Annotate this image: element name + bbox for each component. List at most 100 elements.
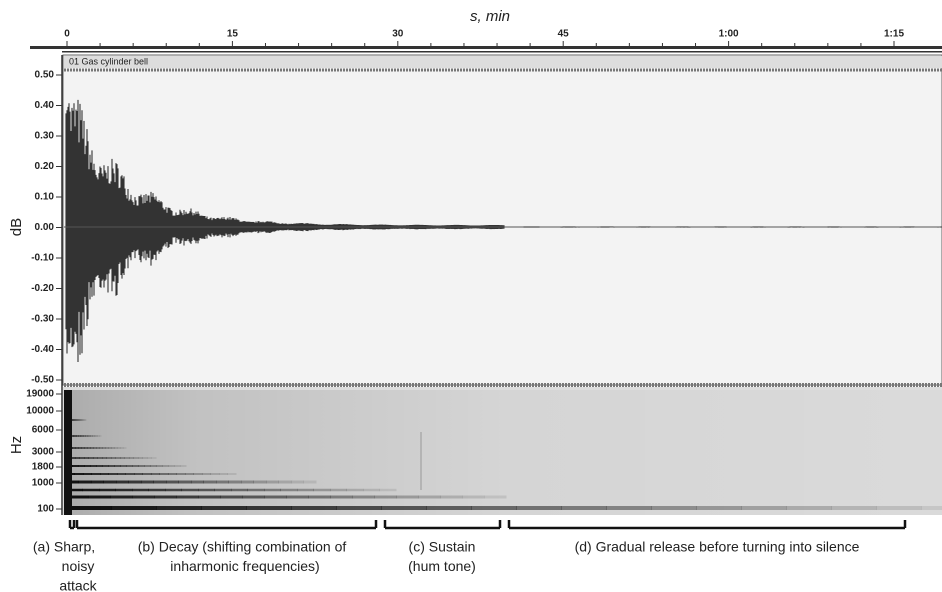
spectral-band [231,488,248,492]
spectral-band [108,473,118,475]
spectral-band [102,447,106,449]
spectral-band [330,488,347,492]
spectral-band [83,473,92,475]
y-tick-label: 0.20 [35,161,55,172]
y-tick-label: -0.40 [31,344,54,355]
annotation: (b) Decay (shifting combination of [138,539,347,555]
spectral-band [115,457,121,459]
spectral-band [921,506,942,510]
spectral-band [85,435,88,437]
spectral-band [82,488,100,492]
spectral-band [85,419,87,421]
y-tick-label: 0.50 [35,70,55,81]
bracket [383,520,502,530]
spectral-band [75,419,77,421]
spectral-band [102,465,109,467]
spectral-band [651,506,697,510]
y-tick-label: -0.20 [31,283,54,294]
spectral-band [165,488,182,492]
spectral-band [132,495,155,499]
spectral-band [74,473,84,475]
spectral-band [291,480,304,484]
spectral-band [99,447,103,449]
spectral-band [126,465,133,467]
spectral-band [176,473,186,475]
spectral-band [99,435,102,437]
spectral-band [78,465,85,467]
spectral-band [92,435,95,437]
spectral-band [227,473,237,475]
spectral-band [247,488,265,492]
spectral-band [84,465,91,467]
spectral-band [313,488,331,492]
y-tick-label: 0.10 [35,192,55,203]
spectral-band [97,435,100,437]
spectral-band [246,506,292,510]
spectral-band [114,447,118,449]
bracket [75,520,378,530]
spectral-band [66,495,89,499]
spectral-band [153,480,167,484]
spectral-band [168,473,177,475]
spectral-band [138,465,145,467]
waveform [64,99,942,362]
spectral-band [102,457,107,459]
spectral-band [129,457,134,459]
spectral-band [79,457,85,459]
y-tick-label: 0.40 [35,100,55,111]
spectral-band [111,457,116,459]
spectral-band [216,480,229,484]
spectral-band [141,480,154,484]
spectral-band [264,488,281,492]
spectral-band [100,473,109,475]
y-tick-label: 19000 [26,389,54,400]
spectral-band [346,488,364,492]
spectral-band [125,473,135,475]
spectral-band [462,495,485,499]
spectral-band [78,435,81,437]
spectral-band [176,495,199,499]
spectral-band [70,457,76,459]
spectral-band [74,419,76,421]
y-tick-label: 6000 [32,425,55,436]
spectral-band [83,435,86,437]
spectral-band [297,488,314,492]
spectral-band [114,465,121,467]
spectral-band [336,506,382,510]
spectral-band [253,480,267,484]
spectral-band [91,473,101,475]
spectral-band [90,465,97,467]
spectral-band [148,488,166,492]
x-tick-label: 0 [64,29,70,40]
spectral-band [108,465,115,467]
spectral-band [120,465,127,467]
spectral-band [73,419,75,421]
spectral-band [106,457,112,459]
spectral-band [142,457,148,459]
spectral-band [831,506,877,510]
spectral-band [606,506,652,510]
y-axis-label: Hz [8,436,25,454]
y-tick-label: -0.10 [31,253,54,264]
spectral-band [77,419,79,421]
spectral-band [144,465,151,467]
y-tick-label: 1800 [32,462,55,473]
spectral-band [308,495,331,499]
spectral-band [219,473,228,475]
spectral-band [198,488,215,492]
y-tick-label: -0.50 [31,375,54,386]
spectral-band [66,488,83,492]
spectral-band [561,506,607,510]
y-axis-label: dB [8,218,25,236]
spectral-band [117,447,121,449]
spectral-band [94,435,97,437]
spectral-band [79,419,81,421]
annotation: noisy [62,558,95,574]
spectral-band [115,488,133,492]
spectral-band [96,447,100,449]
spectral-band [74,435,77,437]
spectral-band [134,473,143,475]
spectral-band [396,495,419,499]
spectral-band [166,480,179,484]
spectral-band [471,506,517,510]
